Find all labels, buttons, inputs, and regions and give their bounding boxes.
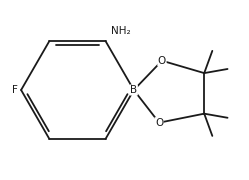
- Text: NH₂: NH₂: [111, 26, 131, 36]
- Text: O: O: [155, 118, 163, 128]
- Text: O: O: [158, 56, 166, 66]
- Text: F: F: [12, 85, 18, 95]
- Text: B: B: [130, 85, 137, 95]
